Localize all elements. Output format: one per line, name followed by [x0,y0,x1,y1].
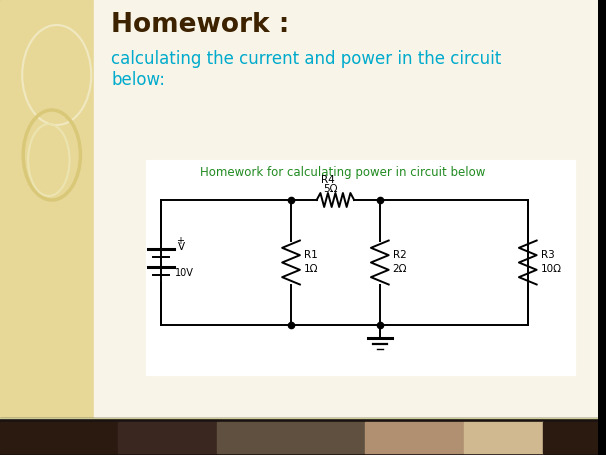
Bar [217,422,365,453]
Text: R1: R1 [304,249,318,259]
Bar [118,422,217,453]
Text: R4: R4 [321,175,335,185]
Bar [0,0,94,418]
Text: Homework :: Homework : [112,12,290,38]
Text: R2: R2 [393,249,407,259]
Bar [542,422,598,453]
Bar [94,0,598,418]
Text: Homework for calculating power in circuit below: Homework for calculating power in circui… [200,166,485,179]
Text: 1Ω: 1Ω [304,263,318,273]
Bar [464,422,542,453]
Bar [146,160,575,375]
Bar [0,422,118,453]
Text: 10V: 10V [175,268,193,278]
Text: 5Ω: 5Ω [323,184,338,194]
Text: calculating the current and power in the circuit
below:: calculating the current and power in the… [112,50,502,89]
Text: 2Ω: 2Ω [393,263,407,273]
Bar [0,418,598,455]
Text: 10Ω: 10Ω [541,263,562,273]
Text: +: + [176,237,184,247]
Bar [365,422,464,453]
Text: V: V [178,243,185,253]
Text: R3: R3 [541,249,554,259]
